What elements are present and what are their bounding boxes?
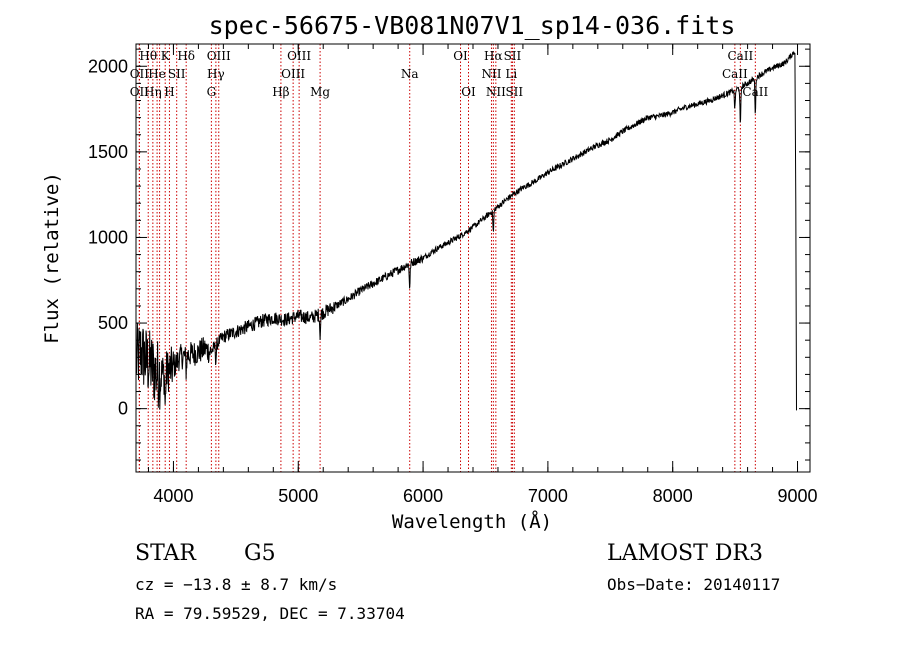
spectrum-line bbox=[135, 50, 797, 411]
x-tick-labels: 4000 5000 6000 7000 8000 9000 bbox=[153, 486, 817, 506]
spectral-line-label: NII bbox=[481, 67, 501, 81]
x-tick-label: 8000 bbox=[653, 486, 693, 506]
y-tick-label: 500 bbox=[98, 313, 128, 333]
spectral-line-label: CaII bbox=[727, 49, 753, 63]
spectral-line-label: He bbox=[148, 67, 166, 81]
spectral-subclass: G5 bbox=[244, 541, 276, 566]
observation-date: Obs−Date: 20140117 bbox=[607, 575, 780, 594]
spectral-line-label: Hβ bbox=[272, 85, 289, 99]
x-axis-label: Wavelength (Å) bbox=[392, 510, 552, 533]
plot-frame bbox=[135, 43, 811, 473]
redshift-velocity: cz = −13.8 ± 8.7 km/s bbox=[135, 575, 337, 594]
chart-title: spec-56675-VB081N07V1_sp14-036.fits bbox=[209, 11, 736, 40]
coordinates: RA = 79.59529, DEC = 7.33704 bbox=[135, 604, 405, 623]
y-tick-labels: 0 500 1000 1500 2000 bbox=[88, 56, 128, 418]
spectral-line-label: Hθ bbox=[139, 49, 157, 63]
spectral-line-label: Mg bbox=[310, 85, 330, 99]
spectral-line-label: OIII bbox=[207, 49, 231, 63]
spectral-line-labels: OII OII Hθ Hη He K H SII Hδ G Hγ OIII Hβ OIII OIII Mg Na… bbox=[130, 49, 769, 99]
spectral-line-label: Hδ bbox=[177, 49, 195, 63]
spectral-line-label: SII bbox=[505, 85, 523, 99]
spectral-line-label: OIII bbox=[287, 49, 311, 63]
spectral-line-label: Li bbox=[505, 67, 517, 81]
x-tick-label: 9000 bbox=[777, 486, 817, 506]
y-tick-label: 2000 bbox=[88, 56, 128, 76]
spectral-line-label: OI bbox=[461, 85, 476, 99]
spectral-line-label: CaII bbox=[722, 67, 748, 81]
spectral-line-label: OII bbox=[130, 67, 150, 81]
spectral-line-markers bbox=[138, 44, 756, 472]
x-tick-label: 4000 bbox=[153, 486, 193, 506]
spectral-line-label: H bbox=[164, 85, 174, 99]
spectral-line-label: SII bbox=[168, 67, 186, 81]
spectral-line-label: NII bbox=[486, 85, 506, 99]
y-tick-label: 0 bbox=[118, 399, 128, 419]
x-tick-label: 5000 bbox=[278, 486, 318, 506]
y-tick-label: 1000 bbox=[88, 227, 128, 247]
spectral-line-label: K bbox=[161, 49, 171, 63]
spectral-line-label: Hη bbox=[144, 85, 162, 99]
spectral-line-label: Na bbox=[401, 67, 419, 81]
y-tick-label: 1500 bbox=[88, 142, 128, 162]
survey-name: LAMOST DR3 bbox=[607, 541, 763, 566]
object-type: STAR bbox=[135, 541, 197, 566]
spectral-line-label: Hγ bbox=[207, 67, 225, 81]
spectral-line-label: OIII bbox=[281, 67, 305, 81]
spectrum-series bbox=[135, 50, 797, 411]
spectral-line-label: Hα bbox=[484, 49, 503, 63]
spectral-line-label: OII bbox=[130, 85, 150, 99]
x-tick-label: 7000 bbox=[528, 486, 568, 506]
spectral-line-label: G bbox=[207, 85, 217, 99]
spectral-line-label: SII bbox=[504, 49, 522, 63]
x-tick-label: 6000 bbox=[403, 486, 443, 506]
spectral-line-label: OI bbox=[453, 49, 468, 63]
y-axis-label: Flux (relative) bbox=[41, 172, 63, 344]
axis-ticks bbox=[136, 44, 810, 472]
